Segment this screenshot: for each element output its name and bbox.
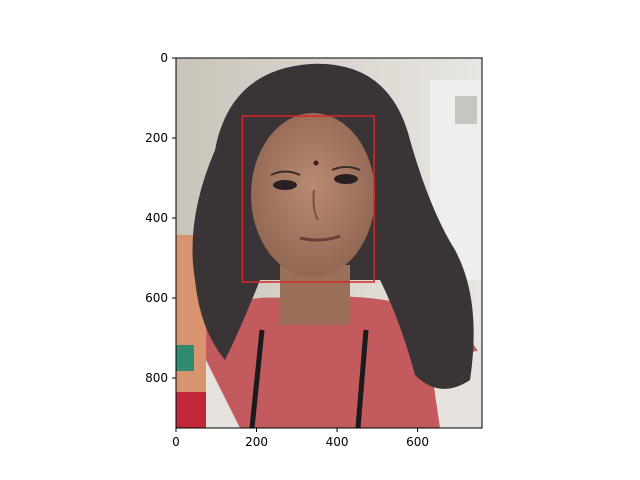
y-tick-label: 0	[160, 51, 168, 65]
axes-frame	[175, 57, 483, 429]
y-tick-label: 200	[145, 131, 168, 145]
y-tick-label: 400	[145, 211, 168, 225]
face-bounding-box	[241, 115, 375, 283]
y-axis: 0 200 400 600 800	[145, 51, 176, 385]
x-axis: 0 200 400 600	[172, 428, 429, 449]
x-tick-label: 600	[406, 435, 429, 449]
x-tick-label: 200	[245, 435, 268, 449]
x-tick-label: 0	[172, 435, 180, 449]
y-tick-label: 600	[145, 291, 168, 305]
x-tick-label: 400	[326, 435, 349, 449]
y-tick-label: 800	[145, 371, 168, 385]
portrait-photo	[176, 58, 482, 428]
